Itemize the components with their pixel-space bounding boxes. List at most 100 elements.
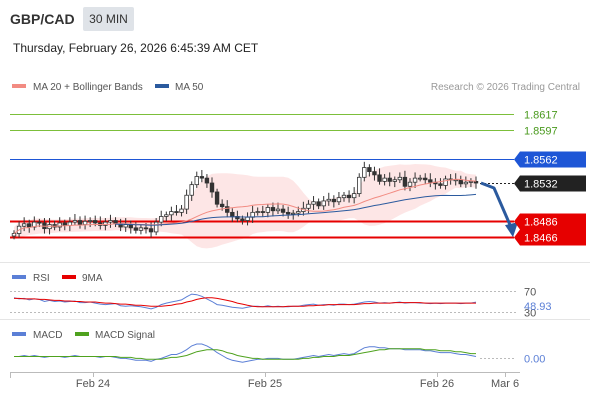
candle-body: [87, 220, 93, 222]
candle-body: [326, 198, 331, 202]
rsi-legend-swatch: [12, 275, 26, 279]
candle: [438, 178, 443, 189]
candle-body: [367, 167, 372, 173]
timeframe-badge[interactable]: 30 MIN: [83, 7, 134, 31]
candle: [336, 191, 342, 206]
candle: [199, 169, 205, 183]
candle-body: [174, 211, 179, 213]
candle-body: [428, 179, 433, 183]
candle: [214, 188, 220, 208]
forecast-arrow-path: [480, 181, 513, 228]
candle: [311, 196, 316, 210]
candle-body: [291, 212, 296, 215]
candle-body: [280, 208, 286, 213]
level-tag-bg: [514, 213, 586, 230]
candle-body: [159, 216, 164, 223]
candles: [11, 161, 479, 240]
candle-body: [336, 197, 342, 203]
rsi-series-1: [14, 297, 476, 308]
candle: [260, 205, 265, 217]
time-tick-label: Feb 24: [76, 378, 110, 390]
candle-body: [133, 227, 139, 231]
candle: [412, 172, 418, 188]
ma50-legend-label: MA 50: [175, 82, 204, 93]
candle: [27, 219, 32, 233]
candle-body: [37, 221, 42, 224]
candle: [372, 166, 377, 181]
candle: [285, 206, 291, 219]
candle-body: [275, 208, 281, 212]
candle: [184, 189, 189, 214]
ma20-line: [13, 178, 477, 235]
candle: [194, 171, 199, 188]
candle: [402, 170, 408, 191]
candle-body: [270, 207, 276, 212]
candle: [87, 217, 93, 228]
ma20-legend-label: MA 20 + Bollinger Bands: [33, 82, 143, 93]
candle-body: [473, 180, 479, 184]
candle-body: [153, 221, 159, 233]
candle-body: [453, 179, 458, 182]
candle: [331, 195, 337, 208]
candle-body: [21, 223, 27, 227]
candle: [346, 190, 352, 203]
macd-series-1: [14, 348, 476, 360]
candle: [316, 198, 321, 210]
level-tag-bg: [514, 229, 586, 246]
candle-body: [316, 201, 321, 207]
candle-body: [138, 227, 144, 231]
price-pane: 1.8617 1.8597 1.8562 1.8532 1.8486 1.8466: [10, 110, 586, 249]
candle-body: [265, 207, 271, 213]
candle: [392, 176, 397, 188]
rsi-legend-label: RSI: [33, 273, 50, 284]
candle: [270, 202, 276, 217]
candle-body: [93, 220, 98, 224]
candle: [473, 176, 479, 189]
candle-body: [331, 198, 337, 203]
candle-body: [209, 182, 215, 193]
candle-body: [468, 180, 474, 183]
macd-signal-legend-label: MACD Signal: [95, 330, 155, 341]
time-axis: Feb 24 Feb 25 Feb 26 Mar 6: [10, 372, 519, 390]
candle-body: [357, 176, 362, 195]
credit-text: Research © 2026 Trading Central: [431, 82, 580, 93]
candle-body: [225, 206, 230, 213]
rsi-ma-legend-swatch: [62, 275, 76, 279]
candle-body: [255, 211, 260, 213]
candle: [265, 204, 271, 218]
candle-body: [412, 177, 418, 183]
time-tick-label: Feb 25: [248, 378, 282, 390]
candle-body: [214, 191, 220, 205]
rsi-current-value: 48.93: [524, 301, 552, 313]
candle-body: [296, 211, 301, 214]
level-tag-1.8532: 1.8532: [514, 175, 586, 192]
symbol-title: GBP/CAD: [10, 11, 75, 27]
candle: [341, 191, 347, 202]
candle-body: [260, 211, 265, 213]
candle-body: [311, 201, 316, 205]
candle: [443, 175, 448, 190]
candle: [174, 205, 179, 216]
candle: [377, 168, 382, 185]
candle: [204, 174, 210, 188]
candle-body: [27, 223, 32, 228]
price-level-tags: 1.8617 1.8597 1.8562 1.8532 1.8486 1.8466: [514, 110, 586, 246]
rsi-ma-legend-label: 9MA: [82, 273, 103, 284]
candle: [397, 172, 403, 184]
time-tick-label: Feb 26: [420, 378, 454, 390]
macd-level-label: 0.00: [524, 354, 545, 366]
candle-body: [169, 211, 174, 216]
candle-body: [285, 211, 291, 215]
candle-body: [377, 174, 382, 182]
chart-header: GBP/CAD 30 MIN Thursday, February 26, 20…: [0, 0, 590, 64]
candle: [169, 206, 174, 221]
candle-body: [189, 184, 194, 196]
candle: [326, 192, 331, 206]
candle-body: [407, 181, 413, 187]
candle: [428, 173, 433, 188]
candle-body: [321, 200, 326, 207]
level-label-1.8617: 1.8617: [524, 110, 558, 122]
candle: [357, 173, 362, 197]
candle-body: [143, 227, 149, 230]
